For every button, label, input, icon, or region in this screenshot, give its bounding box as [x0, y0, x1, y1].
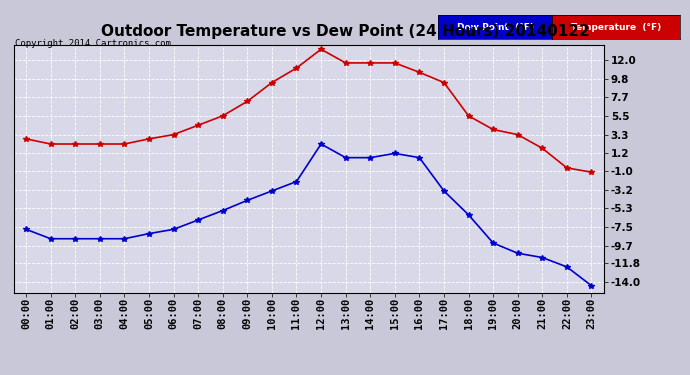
Text: Temperature  (°F): Temperature (°F) — [571, 22, 661, 32]
Text: Copyright 2014 Cartronics.com: Copyright 2014 Cartronics.com — [15, 39, 171, 48]
Text: Dew Point  (°F): Dew Point (°F) — [457, 22, 533, 32]
Text: Outdoor Temperature vs Dew Point (24 Hours) 20140122: Outdoor Temperature vs Dew Point (24 Hou… — [101, 24, 589, 39]
